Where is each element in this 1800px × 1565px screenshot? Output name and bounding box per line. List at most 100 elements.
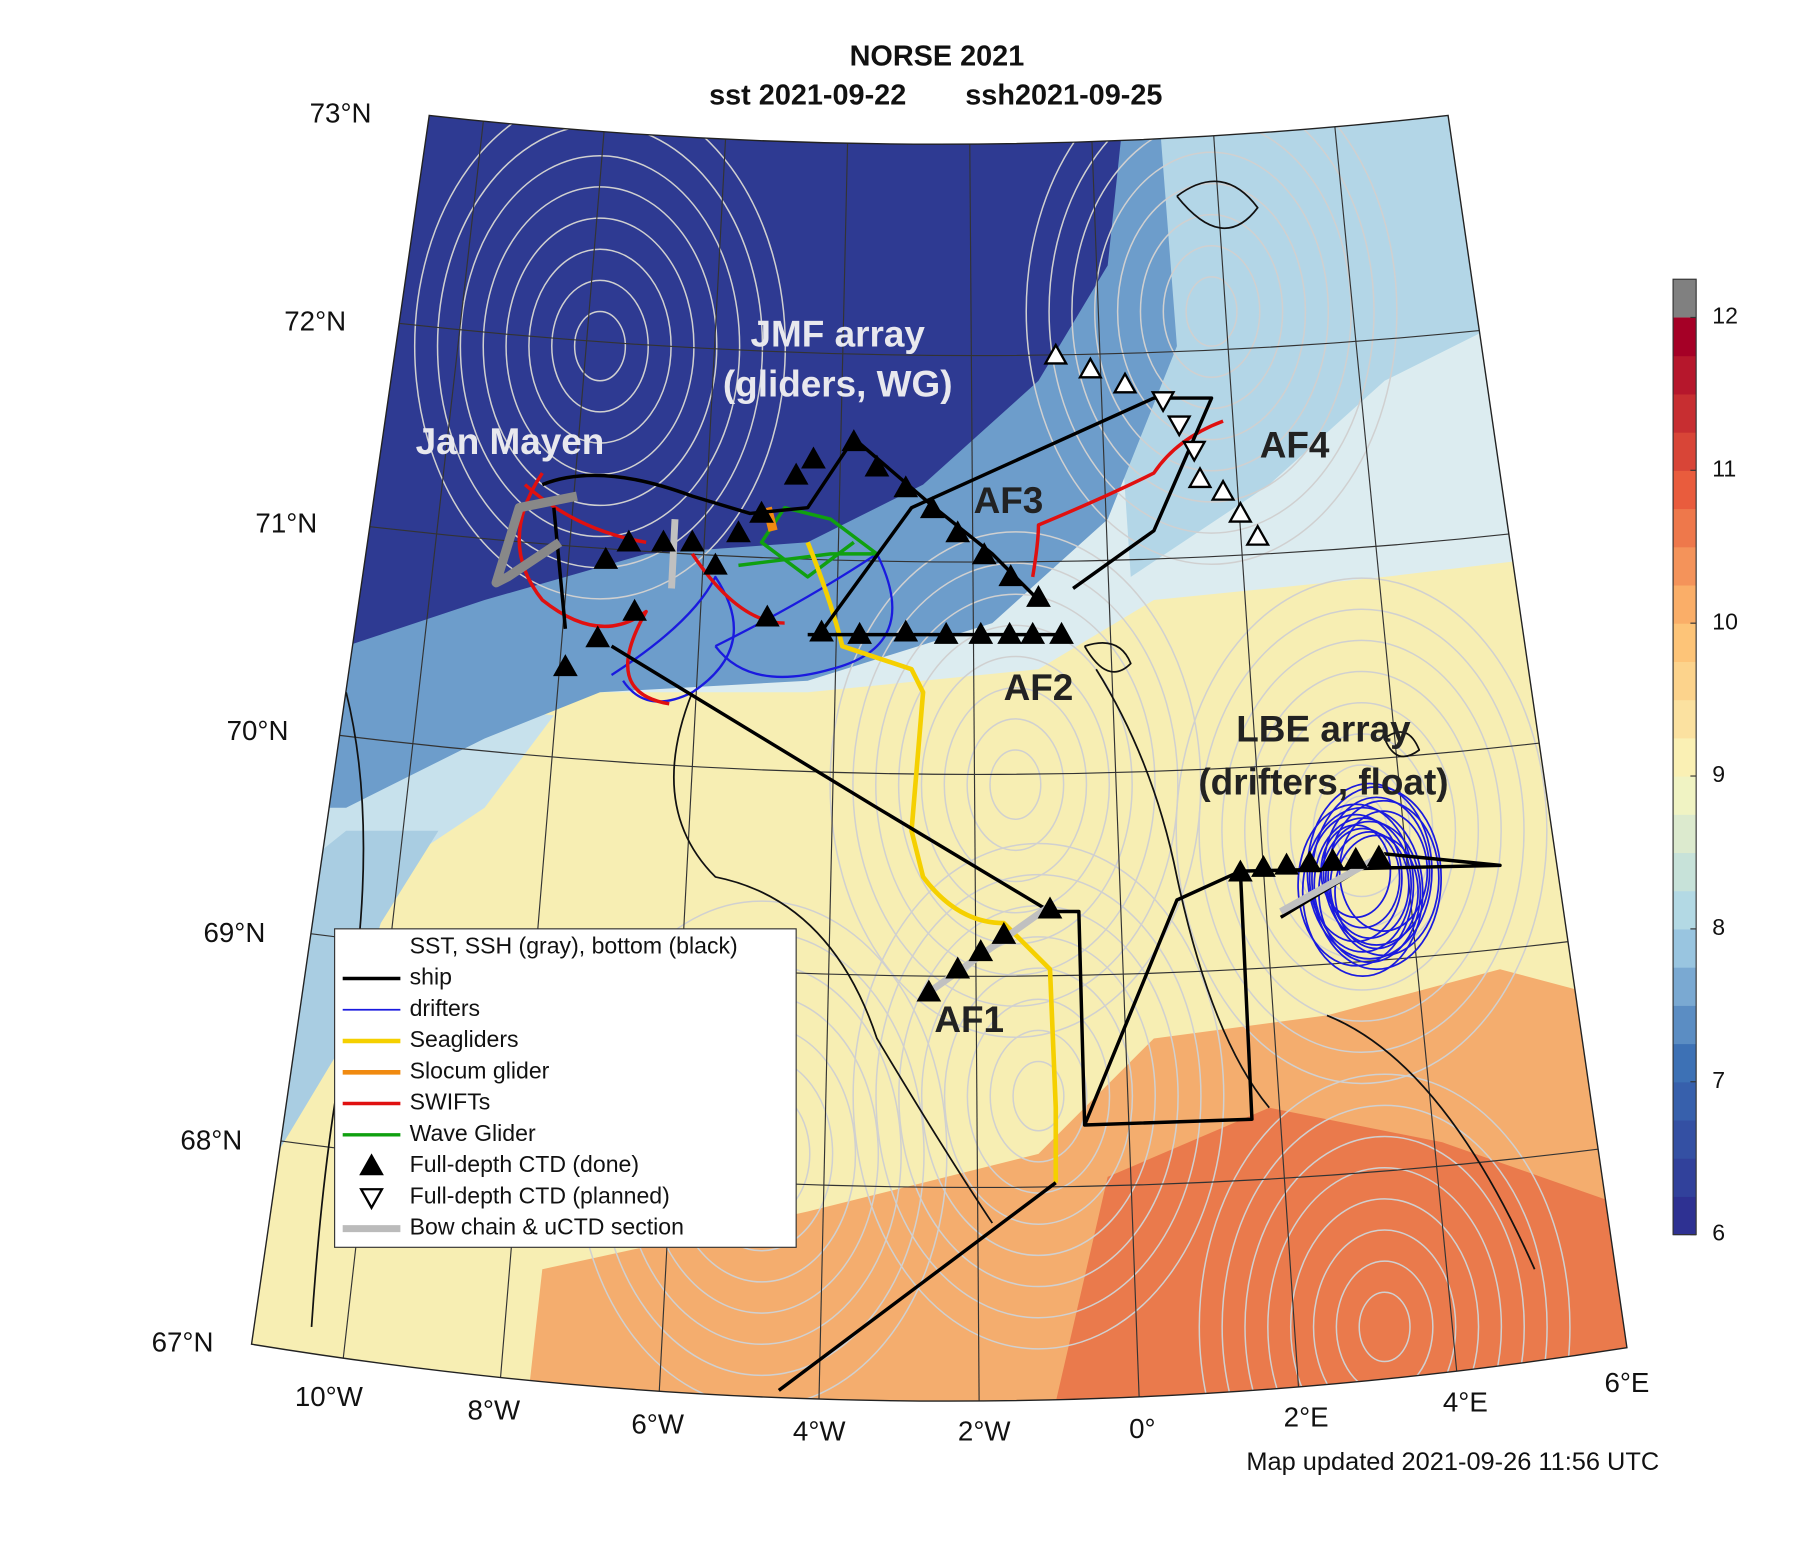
title: NORSE 2021	[850, 40, 1025, 72]
colorbar-tick-label: 12	[1712, 303, 1738, 329]
ctd-done	[991, 921, 1017, 944]
legend-label: Wave Glider	[410, 1120, 536, 1146]
ctd-done	[847, 621, 872, 644]
ctd-planned	[1150, 391, 1176, 414]
ctd-done	[919, 496, 945, 519]
ssh-contour	[943, 967, 1134, 1225]
ssh-contour	[875, 873, 1202, 1319]
longitude-label: 10°W	[295, 1381, 364, 1412]
ssh-contour	[1267, 1166, 1503, 1402]
ctd-done	[893, 619, 919, 642]
ctd-done	[968, 939, 994, 962]
ctd-planned	[1166, 415, 1192, 438]
ssh-contour	[1116, 182, 1307, 441]
graticule	[251, 115, 1627, 1402]
legend-label: SWIFTs	[410, 1089, 491, 1115]
colorbar-band	[1673, 814, 1697, 854]
colorbar-band	[1673, 699, 1697, 739]
drifter-track	[714, 552, 894, 679]
ctd-done	[726, 520, 751, 543]
ssh-contour	[1175, 577, 1548, 1085]
ssh-contour	[551, 279, 649, 413]
annotation: Jan Mayen	[416, 421, 605, 462]
annotation: AF2	[1004, 667, 1074, 708]
colorbar-band	[1673, 546, 1697, 586]
colorbar-band	[1673, 928, 1697, 968]
ctd-done	[864, 454, 890, 477]
subtitle-ssh: ssh2021-09-25	[965, 80, 1162, 112]
colorbar-band	[1673, 1158, 1697, 1197]
drifter-loop	[1313, 817, 1413, 953]
legend-marker	[359, 1153, 384, 1176]
legend-box	[334, 928, 797, 1248]
colorbar-band	[1673, 1081, 1697, 1121]
colorbar-band	[1673, 661, 1697, 701]
colorbar-band	[1673, 317, 1697, 357]
ctd-planned	[1078, 356, 1103, 379]
ctd-done	[622, 598, 647, 621]
colorbar-band	[1673, 852, 1697, 892]
ctd-planned	[1228, 500, 1253, 523]
ssh-contour	[966, 718, 1065, 852]
ssh-contour	[1221, 1104, 1548, 1402]
sst-dark	[251, 115, 1131, 647]
legend-label: Bow chain & uCTD section	[410, 1214, 684, 1240]
longitude-label: 4°W	[793, 1415, 846, 1446]
ctd-done	[1020, 621, 1046, 644]
ctd-done	[968, 621, 994, 644]
ssh-contour	[1198, 608, 1525, 1054]
colorbar-band	[1673, 508, 1697, 548]
ctd-done	[1366, 844, 1392, 867]
colorbar-frame	[1672, 278, 1697, 1236]
colorbar-band	[1673, 432, 1697, 471]
ctd-done	[1320, 848, 1346, 870]
parallel	[251, 712, 1627, 775]
colorbar-band	[1673, 470, 1697, 510]
ssh-contour	[1244, 1135, 1525, 1402]
longitude-label: 2°W	[958, 1415, 1011, 1446]
ssh-contour	[943, 686, 1088, 883]
sst-field	[251, 115, 1627, 1402]
colorbar-band	[1673, 393, 1697, 433]
drifter-loop	[1297, 803, 1415, 967]
ctd-planned	[1043, 342, 1069, 365]
legend-label: drifters	[410, 995, 480, 1021]
ssh-contour	[1244, 670, 1480, 991]
legend-label: ship	[410, 964, 452, 990]
drifter-loop	[1308, 813, 1403, 943]
ssh-contour	[1048, 115, 1375, 534]
ctd-planned	[1181, 440, 1207, 463]
ctd-done	[809, 619, 834, 642]
legend: SST, SSH (gray), bottom (black) ship drift…	[334, 928, 797, 1248]
ctd-done	[749, 500, 774, 523]
labels: NORSE 2021 sst 2021-09-22 ssh2021-09-25 73°…	[152, 40, 1738, 1475]
longitude-label: 0°	[1129, 1413, 1155, 1444]
colorbar-tick-label: 11	[1712, 455, 1736, 481]
map-frame	[250, 114, 1628, 1402]
legend-label: Slocum glider	[410, 1057, 550, 1083]
drifter-loop	[1322, 796, 1431, 946]
parallel	[251, 499, 1627, 563]
colorbar-band	[1673, 355, 1697, 395]
meridian	[1088, 115, 1142, 1402]
ctd-done	[553, 654, 578, 677]
ssh-contour	[573, 310, 627, 382]
colorbar-band	[1673, 1119, 1697, 1159]
bathymetry	[1083, 180, 1421, 758]
annotation: AF4	[1260, 424, 1330, 465]
meridian	[817, 115, 850, 1402]
ctd-done	[1274, 852, 1299, 875]
drifter-loop	[1324, 827, 1401, 929]
ctd-done	[997, 621, 1022, 644]
latitude-label: 67°N	[152, 1327, 214, 1358]
colorbar-tick-label: 8	[1712, 914, 1725, 940]
ssh-contour	[413, 115, 787, 600]
ctd-done	[616, 529, 642, 552]
longitude-label: 8°W	[468, 1395, 521, 1426]
latitude-label: 72°N	[284, 305, 346, 336]
annotation: (drifters, float)	[1198, 761, 1448, 802]
colorbar-band	[1673, 623, 1697, 662]
latitude-label: 71°N	[255, 507, 317, 538]
subtitle-sst: sst 2021-09-22	[709, 80, 906, 112]
drifter-loop	[1301, 806, 1424, 978]
